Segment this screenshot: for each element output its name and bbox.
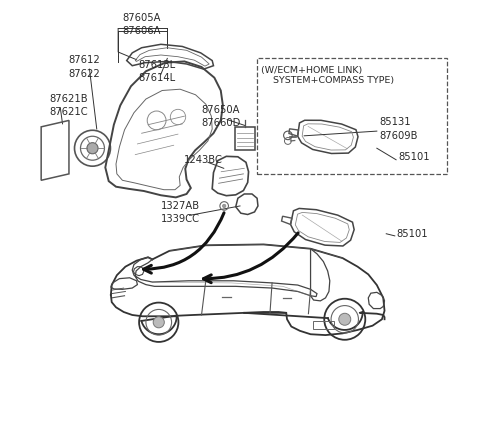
- Text: 87612
87622: 87612 87622: [68, 55, 100, 79]
- Bar: [257, 58, 447, 174]
- Circle shape: [153, 317, 164, 328]
- Text: (W/ECM+HOME LINK): (W/ECM+HOME LINK): [261, 66, 362, 75]
- Text: SYSTEM+COMPASS TYPE): SYSTEM+COMPASS TYPE): [273, 76, 395, 85]
- Text: 1243BC: 1243BC: [184, 155, 223, 165]
- Circle shape: [222, 204, 226, 208]
- Text: 87621B
87621C: 87621B 87621C: [50, 94, 88, 117]
- Bar: [235, 127, 255, 150]
- Text: 87605A
87606A: 87605A 87606A: [122, 12, 161, 36]
- Text: 85131
87609B: 85131 87609B: [379, 118, 418, 141]
- Text: 85101: 85101: [396, 229, 428, 239]
- Text: 87650A
87660D: 87650A 87660D: [201, 105, 240, 128]
- Bar: [312, 321, 334, 329]
- Text: 85101: 85101: [398, 152, 430, 162]
- Circle shape: [87, 143, 98, 154]
- Text: 87613L
87614L: 87613L 87614L: [138, 60, 175, 83]
- Text: 1327AB
1339CC: 1327AB 1339CC: [161, 201, 200, 224]
- Circle shape: [339, 313, 351, 325]
